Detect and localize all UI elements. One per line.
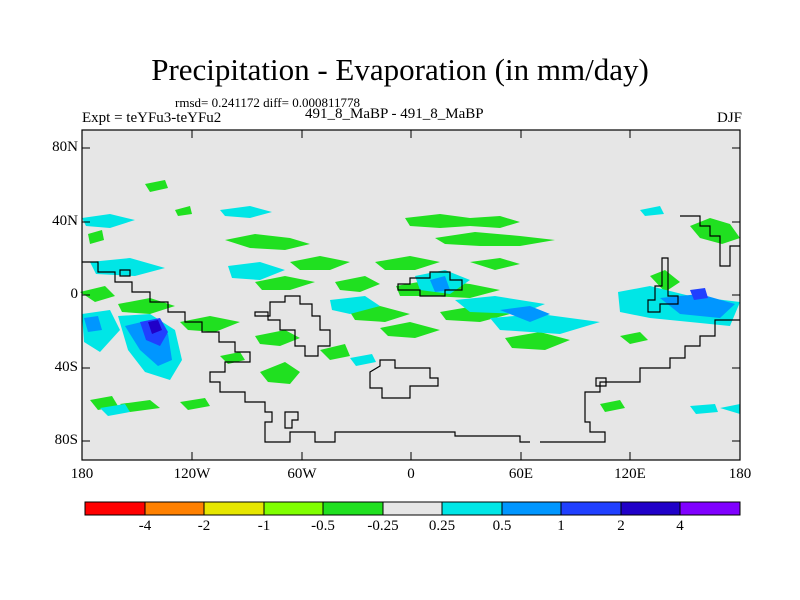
contour-green [470, 258, 520, 270]
lon-label: 180 [728, 466, 752, 482]
colorbar-label: 0.5 [492, 518, 512, 534]
experiment-label: Expt = teYFu3-teYFu2 [82, 110, 222, 126]
season-label: DJF [716, 110, 742, 126]
colorbar-label: -0.25 [367, 518, 399, 534]
colorbar [84, 501, 741, 516]
colorbar-box [263, 501, 324, 516]
coastlines [82, 215, 740, 443]
lon-label: 180 [70, 466, 94, 482]
contour-green [600, 400, 625, 412]
colorbar-box [620, 501, 681, 516]
contour-cyan [220, 206, 272, 218]
lon-label: 120W [173, 466, 211, 482]
map-title: Precipitation - Evaporation (in mm/day) [151, 52, 649, 87]
contour-green [80, 286, 115, 302]
lat-label: 80S [54, 432, 78, 448]
contour-green [120, 400, 160, 412]
contour-green [435, 232, 555, 246]
green-contours [80, 180, 740, 412]
colorbar-box [501, 501, 562, 516]
colorbar-label: 4 [676, 518, 684, 534]
colorbar-box [441, 501, 503, 516]
contour-green [260, 362, 300, 384]
colorbar-box [203, 501, 265, 516]
contour-lightblue [660, 294, 735, 318]
contour-green [88, 230, 104, 244]
contour-cyan [640, 206, 664, 216]
coastline-africa-north [397, 271, 463, 297]
contour-green [405, 214, 520, 228]
contour-cyan [82, 214, 135, 228]
lat-label: 40N [52, 213, 78, 229]
coastline-americas [82, 261, 530, 443]
coastline-japan [680, 215, 740, 267]
coastline-island [369, 359, 439, 399]
contour-lightblue [84, 316, 102, 332]
contour-green [690, 218, 740, 244]
lat-label: 40S [54, 359, 78, 375]
blue-contours [140, 288, 708, 346]
stats-line: rmsd= 0.241172 diff= 0.000811778 [175, 95, 360, 110]
colorbar-label: 0.25 [428, 518, 456, 534]
lat-label: 0 [70, 286, 79, 302]
colorbar-box [560, 501, 622, 516]
contour-green [320, 344, 350, 360]
coastline-central [254, 295, 331, 357]
contour-green [375, 256, 440, 270]
lon-label: 120E [614, 466, 646, 482]
colorbar-label: -4 [138, 518, 152, 534]
lon-label: 60W [287, 466, 317, 482]
colorbar-label: 2 [617, 518, 625, 534]
colorbar-label: -1 [257, 518, 271, 534]
contour-cyan [228, 262, 285, 280]
coastline-nz [119, 269, 131, 277]
lon-label: 60E [508, 466, 534, 482]
coastline-asia [540, 319, 740, 443]
lat-label: 80N [52, 139, 78, 155]
contour-green [620, 332, 648, 344]
contour-navy [148, 320, 162, 334]
contour-cyan [720, 404, 740, 414]
colorbar-label: -2 [197, 518, 211, 534]
contour-green [225, 234, 310, 250]
colorbar-label: -0.5 [311, 518, 335, 534]
contour-green [255, 330, 300, 346]
contour-cyan [330, 296, 380, 314]
colorbar-box [679, 501, 741, 516]
contour-green [145, 180, 168, 192]
colorbar-box [322, 501, 384, 516]
contour-green [380, 322, 440, 338]
contour-cyan [490, 314, 600, 334]
lon-label: 0 [407, 466, 415, 482]
colorbar-label: 1 [557, 518, 565, 534]
contour-green [505, 332, 570, 350]
contour-green [255, 276, 315, 290]
case-label: 491_8_MaBP - 491_8_MaBP [305, 106, 484, 122]
contour-green [335, 276, 380, 292]
coastline-southpole [284, 411, 299, 429]
contour-green [180, 398, 210, 410]
colorbar-box [382, 501, 443, 516]
coastline-eastasia [647, 257, 679, 313]
contour-green [220, 352, 245, 364]
contour-green [290, 256, 350, 270]
colorbar-box [84, 501, 146, 516]
contour-green [175, 206, 192, 216]
contour-lightblue [430, 276, 450, 292]
contour-cyan [100, 404, 130, 416]
contour-cyan [350, 354, 376, 366]
contour-blue [690, 288, 708, 300]
contour-cyan [690, 404, 718, 414]
colorbar-box [144, 501, 205, 516]
axis-ticks [82, 130, 740, 460]
coastline-australia [595, 377, 607, 387]
contour-green [180, 316, 240, 332]
contour-lightblue [500, 306, 550, 322]
contour-green [650, 270, 680, 292]
